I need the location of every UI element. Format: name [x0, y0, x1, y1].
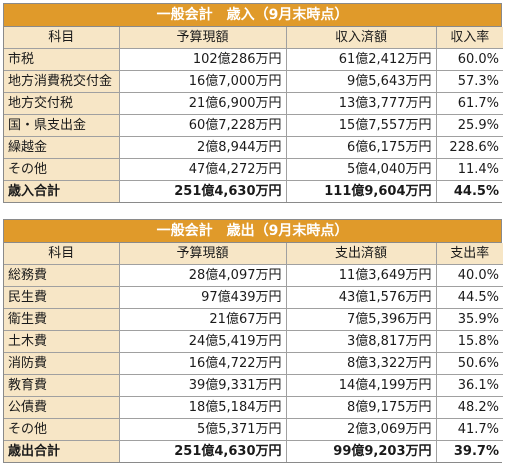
revenue-table: 科目 予算現額 収入済額 収入率 市税 102億286万円 61億2,412万円…	[4, 27, 503, 202]
table-row: その他 47億4,272万円 5億4,040万円 11.4%	[4, 158, 503, 181]
total-budget-cell: 251億4,630万円	[119, 440, 287, 462]
rate-cell: 61.7%	[436, 92, 503, 115]
received-cell: 9億5,643万円	[286, 70, 437, 93]
row-label: 教育費	[4, 374, 120, 397]
total-label: 歳入合計	[4, 180, 120, 202]
rate-cell: 57.3%	[436, 70, 503, 93]
row-label: 衛生費	[4, 308, 120, 331]
total-received-cell: 111億9,604万円	[286, 180, 437, 202]
rate-cell: 60.0%	[436, 48, 503, 71]
budget-cell: 5億5,371万円	[119, 418, 287, 441]
spent-cell: 43億1,576万円	[286, 286, 437, 309]
column-header-spent: 支出済額	[286, 243, 437, 265]
column-header-received: 収入済額	[286, 27, 437, 49]
spent-cell: 8億3,322万円	[286, 352, 437, 375]
rate-cell: 36.1%	[436, 374, 503, 397]
rate-cell: 35.9%	[436, 308, 503, 331]
revenue-header-row: 科目 予算現額 収入済額 収入率	[4, 27, 503, 49]
budget-cell: 39億9,331万円	[119, 374, 287, 397]
row-label: 地方消費税交付金	[4, 70, 120, 93]
table-row: 衛生費 21億67万円 7億5,396万円 35.9%	[4, 308, 503, 331]
rate-cell: 50.6%	[436, 352, 503, 375]
table-row: 公債費 18億5,184万円 8億9,175万円 48.2%	[4, 396, 503, 419]
revenue-title: 一般会計 歳入（9月末時点）	[4, 4, 501, 27]
row-label: その他	[4, 158, 120, 181]
table-row: 地方交付税 21億6,900万円 13億3,777万円 61.7%	[4, 92, 503, 115]
rate-cell: 11.4%	[436, 158, 503, 181]
received-cell: 13億3,777万円	[286, 92, 437, 115]
spent-cell: 8億9,175万円	[286, 396, 437, 419]
expenditure-title: 一般会計 歳出（9月末時点）	[4, 220, 501, 243]
row-label: 公債費	[4, 396, 120, 419]
rate-cell: 41.7%	[436, 418, 503, 441]
table-row: 消防費 16億4,722万円 8億3,322万円 50.6%	[4, 352, 503, 375]
rate-cell: 48.2%	[436, 396, 503, 419]
spent-cell: 11億3,649万円	[286, 264, 437, 287]
received-cell: 5億4,040万円	[286, 158, 437, 181]
column-header-item: 科目	[4, 243, 120, 265]
table-row: 繰越金 2億8,944万円 6億6,175万円 228.6%	[4, 136, 503, 159]
table-row: 教育費 39億9,331万円 14億4,199万円 36.1%	[4, 374, 503, 397]
revenue-table-block: 一般会計 歳入（9月末時点） 科目 予算現額 収入済額 収入率 市税 102億2…	[3, 3, 503, 203]
spent-cell: 3億8,817万円	[286, 330, 437, 353]
row-label: 土木費	[4, 330, 120, 353]
column-header-rate: 収入率	[436, 27, 503, 49]
row-label: 市税	[4, 48, 120, 71]
received-cell: 15億7,557万円	[286, 114, 437, 137]
table-row: 総務費 28億4,097万円 11億3,649万円 40.0%	[4, 264, 503, 287]
table-row: 土木費 24億5,419万円 3億8,817万円 15.8%	[4, 330, 503, 353]
spent-cell: 14億4,199万円	[286, 374, 437, 397]
budget-cell: 16億7,000万円	[119, 70, 287, 93]
budget-cell: 28億4,097万円	[119, 264, 287, 287]
total-budget-cell: 251億4,630万円	[119, 180, 287, 202]
row-label: 地方交付税	[4, 92, 120, 115]
received-cell: 61億2,412万円	[286, 48, 437, 71]
expenditure-table-block: 一般会計 歳出（9月末時点） 科目 予算現額 支出済額 支出率 総務費 28億4…	[3, 219, 503, 463]
row-label: 消防費	[4, 352, 120, 375]
expenditure-table: 科目 予算現額 支出済額 支出率 総務費 28億4,097万円 11億3,649…	[4, 243, 503, 462]
column-header-budget: 予算現額	[119, 243, 287, 265]
budget-cell: 24億5,419万円	[119, 330, 287, 353]
budget-cell: 2億8,944万円	[119, 136, 287, 159]
total-spent-cell: 99億9,203万円	[286, 440, 437, 462]
rate-cell: 25.9%	[436, 114, 503, 137]
budget-cell: 16億4,722万円	[119, 352, 287, 375]
budget-cell: 21億67万円	[119, 308, 287, 331]
total-rate-cell: 39.7%	[436, 440, 503, 462]
table-row: 国・県支出金 60億7,228万円 15億7,557万円 25.9%	[4, 114, 503, 137]
spent-cell: 2億3,069万円	[286, 418, 437, 441]
spent-cell: 7億5,396万円	[286, 308, 437, 331]
row-label: 繰越金	[4, 136, 120, 159]
rate-cell: 44.5%	[436, 286, 503, 309]
table-row: 民生費 97億439万円 43億1,576万円 44.5%	[4, 286, 503, 309]
row-label: 総務費	[4, 264, 120, 287]
total-rate-cell: 44.5%	[436, 180, 503, 202]
budget-cell: 60億7,228万円	[119, 114, 287, 137]
budget-cell: 21億6,900万円	[119, 92, 287, 115]
expenditure-total-row: 歳出合計 251億4,630万円 99億9,203万円 39.7%	[4, 440, 503, 462]
received-cell: 6億6,175万円	[286, 136, 437, 159]
budget-cell: 18億5,184万円	[119, 396, 287, 419]
column-header-rate: 支出率	[436, 243, 503, 265]
rate-cell: 15.8%	[436, 330, 503, 353]
table-row: その他 5億5,371万円 2億3,069万円 41.7%	[4, 418, 503, 441]
table-row: 地方消費税交付金 16億7,000万円 9億5,643万円 57.3%	[4, 70, 503, 93]
table-row: 市税 102億286万円 61億2,412万円 60.0%	[4, 48, 503, 71]
row-label: 民生費	[4, 286, 120, 309]
column-header-budget: 予算現額	[119, 27, 287, 49]
row-label: その他	[4, 418, 120, 441]
budget-cell: 47億4,272万円	[119, 158, 287, 181]
row-label: 国・県支出金	[4, 114, 120, 137]
total-label: 歳出合計	[4, 440, 120, 462]
rate-cell: 40.0%	[436, 264, 503, 287]
budget-cell: 97億439万円	[119, 286, 287, 309]
rate-cell: 228.6%	[436, 136, 503, 159]
budget-cell: 102億286万円	[119, 48, 287, 71]
column-header-item: 科目	[4, 27, 120, 49]
revenue-total-row: 歳入合計 251億4,630万円 111億9,604万円 44.5%	[4, 180, 503, 202]
expenditure-header-row: 科目 予算現額 支出済額 支出率	[4, 243, 503, 265]
